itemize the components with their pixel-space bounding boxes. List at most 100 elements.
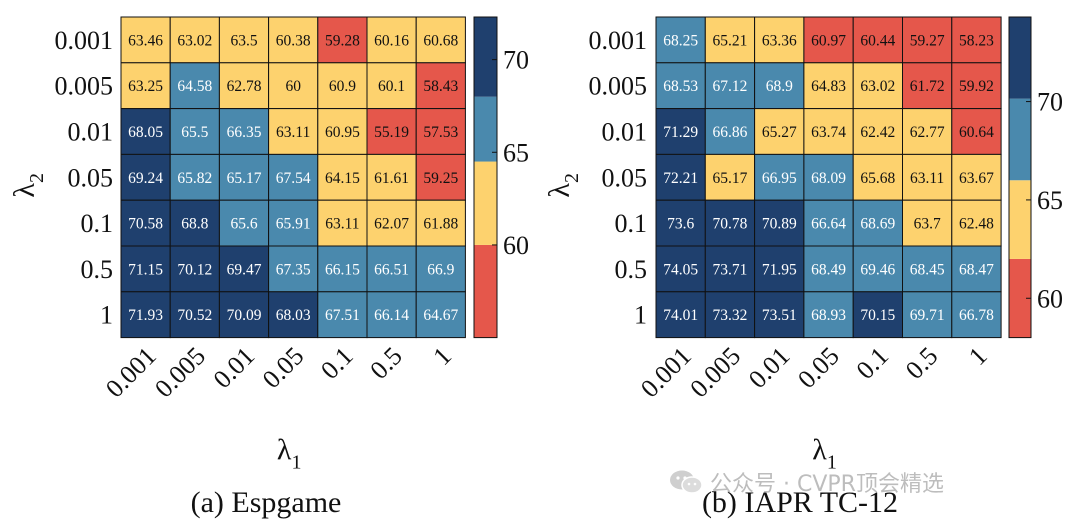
cell-value-label: 68.8 — [181, 216, 208, 233]
colorbar-segment — [474, 17, 497, 97]
cell-value-label: 55.19 — [374, 124, 409, 141]
colorbar-segment — [1009, 17, 1031, 99]
cell-value-label: 66.14 — [374, 307, 409, 324]
cell-value-label: 68.45 — [910, 261, 945, 278]
heatmap-cell — [120, 62, 171, 110]
heatmap-cell — [902, 16, 953, 64]
colorbar-tick-label: 60 — [1037, 284, 1063, 313]
cell-value-label: 72.21 — [663, 170, 698, 187]
heatmap-cell — [415, 153, 466, 201]
heatmap-cell — [366, 16, 417, 64]
y-tick-label: 0.001 — [55, 26, 114, 55]
heatmap-cell — [169, 153, 220, 201]
heatmap-cell — [852, 153, 904, 201]
cell-value-label: 63.25 — [128, 78, 163, 95]
y-tick-label: 0.005 — [55, 72, 114, 101]
x-axis-label-subscript: 1 — [827, 452, 837, 474]
cell-value-label: 74.01 — [663, 307, 698, 324]
cell-value-label: 68.25 — [663, 32, 698, 49]
cell-value-label: 68.49 — [811, 261, 846, 278]
y-tick-label: 0.05 — [68, 163, 114, 192]
cell-value-label: 62.78 — [227, 78, 262, 95]
watermark-text: 公众号 · CVPR顶会精选 — [710, 472, 944, 497]
x-axis-label: λ1 — [277, 434, 302, 474]
heatmap-cell — [655, 291, 706, 339]
y-tick-label: 0.05 — [602, 163, 648, 192]
x-axis-label-subscript: 1 — [291, 452, 301, 474]
cell-value-label: 69.71 — [910, 307, 945, 324]
heatmap-cell — [366, 291, 417, 339]
heatmap-cell — [218, 16, 270, 64]
heatmap-cell — [852, 108, 904, 155]
heatmap-cell — [902, 291, 953, 339]
cell-value-label: 66.15 — [325, 261, 360, 278]
cell-value-label: 66.64 — [811, 216, 846, 233]
cell-value-label: 60 — [285, 78, 301, 95]
colorbar-frame — [1008, 16, 1032, 339]
cell-value-label: 57.53 — [423, 124, 458, 141]
cell-value-label: 59.27 — [910, 32, 945, 49]
heatmap-cell — [951, 199, 1002, 247]
cell-value-label: 69.24 — [128, 170, 163, 187]
colorbar-segment — [474, 161, 497, 245]
cell-value-label: 65.17 — [713, 170, 748, 187]
cell-value-label: 66.9 — [427, 261, 454, 278]
cell-value-label: 61.88 — [423, 216, 458, 233]
y-tick-label: 1 — [100, 301, 113, 330]
cell-value-label: 60.16 — [374, 32, 409, 49]
colorbar-tick-label: 70 — [1037, 88, 1063, 117]
cell-value-label: 63.02 — [860, 78, 895, 95]
cell-value-label: 59.25 — [423, 170, 458, 187]
heatmap-cell — [852, 16, 904, 64]
y-axis-label-subscript: 2 — [26, 173, 48, 183]
cell-value-label: 63.5 — [230, 32, 257, 49]
x-tick-label: 0.1 — [851, 341, 894, 384]
cell-value-label: 65.17 — [227, 170, 262, 187]
cell-value-label: 66.35 — [227, 124, 262, 141]
heatmap-cell — [218, 108, 270, 155]
heatmap-cell — [704, 16, 756, 64]
x-tick-label: 0.01 — [743, 341, 796, 394]
cell-value-label: 67.54 — [276, 170, 311, 187]
cell-value-label: 74.05 — [663, 261, 698, 278]
heatmap-cell — [317, 108, 368, 155]
y-tick-label: 0.01 — [602, 118, 648, 147]
cell-value-label: 73.6 — [667, 216, 694, 233]
cell-value-label: 68.93 — [811, 307, 846, 324]
y-tick-label: 0.001 — [589, 26, 648, 55]
cell-value-label: 68.53 — [663, 78, 698, 95]
heatmap-cell — [169, 16, 220, 64]
heatmap-cell — [218, 62, 270, 110]
y-axis-label-subscript: 2 — [561, 173, 583, 183]
cell-value-label: 60.38 — [276, 32, 311, 49]
heatmap-cell — [268, 291, 319, 339]
heatmap-cell — [704, 291, 756, 339]
heatmap-cell — [218, 199, 270, 247]
x-tick-label: 1 — [427, 341, 457, 371]
cell-value-label: 62.42 — [860, 124, 895, 141]
y-axis-label: λ2 — [8, 173, 48, 198]
x-tick-label: 0.5 — [900, 341, 943, 384]
cell-value-label: 64.67 — [423, 307, 458, 324]
x-tick-label: 0.005 — [149, 341, 211, 403]
heatmap-cell — [366, 108, 417, 155]
cell-value-label: 63.11 — [325, 216, 359, 233]
cell-value-label: 67.12 — [713, 78, 748, 95]
cell-value-label: 60.64 — [959, 124, 994, 141]
cell-value-label: 63.46 — [128, 32, 163, 49]
cell-value-label: 67.35 — [276, 261, 311, 278]
heatmap-cell — [120, 245, 171, 293]
cell-value-label: 63.11 — [910, 170, 944, 187]
cell-value-label: 69.47 — [227, 261, 262, 278]
heatmap-cell — [704, 153, 756, 201]
colorbar-tick-label: 60 — [503, 231, 529, 260]
heatmap-cell — [803, 153, 854, 201]
heatmap-cell — [169, 108, 220, 155]
cell-value-label: 63.11 — [276, 124, 310, 141]
heatmap-cell — [803, 16, 854, 64]
heatmap-cell — [317, 62, 368, 110]
y-tick-label: 0.01 — [68, 118, 114, 147]
cell-value-label: 64.15 — [325, 170, 360, 187]
cell-value-label: 68.9 — [766, 78, 793, 95]
colorbar-tick-label: 70 — [503, 46, 529, 75]
